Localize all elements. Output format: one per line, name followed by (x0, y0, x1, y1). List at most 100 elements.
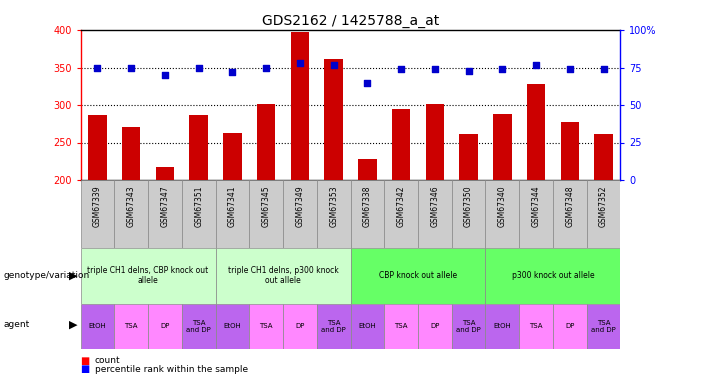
Text: GSM67345: GSM67345 (261, 185, 271, 227)
Text: ■: ■ (81, 364, 90, 374)
Text: GSM67340: GSM67340 (498, 185, 507, 227)
Text: TSA: TSA (395, 323, 408, 329)
Bar (561, 122, 579, 180)
Text: TSA
and DP: TSA and DP (186, 320, 211, 333)
Bar (81, 180, 114, 248)
Text: GSM67351: GSM67351 (194, 185, 203, 227)
Bar (350, 180, 384, 248)
Text: GSM67349: GSM67349 (295, 185, 304, 227)
Text: GSM67343: GSM67343 (127, 185, 136, 227)
Bar (291, 32, 309, 180)
Text: TSA
and DP: TSA and DP (456, 320, 481, 333)
Bar (216, 248, 350, 304)
Bar (325, 59, 343, 180)
Bar (182, 304, 216, 349)
Bar (384, 180, 418, 248)
Text: p300 knock out allele: p300 knock out allele (512, 271, 594, 280)
Bar (114, 304, 148, 349)
Bar (384, 304, 418, 349)
Point (193, 64, 204, 70)
Text: EtOH: EtOH (224, 323, 241, 329)
Title: GDS2162 / 1425788_a_at: GDS2162 / 1425788_a_at (262, 13, 439, 28)
Text: ▶: ▶ (69, 320, 77, 329)
Text: GSM67341: GSM67341 (228, 185, 237, 227)
Bar (485, 180, 519, 248)
Bar (81, 304, 114, 349)
Bar (553, 304, 587, 349)
Bar (283, 304, 317, 349)
Point (598, 66, 609, 72)
Text: GSM67344: GSM67344 (531, 185, 540, 227)
Bar (426, 104, 444, 180)
Text: GSM67346: GSM67346 (430, 185, 440, 227)
Bar (587, 304, 620, 349)
Text: TSA: TSA (125, 323, 138, 329)
Bar (223, 133, 242, 180)
Point (395, 66, 407, 72)
Bar (148, 304, 182, 349)
Bar (156, 166, 175, 180)
Text: GSM67342: GSM67342 (397, 185, 406, 227)
Text: GSM67350: GSM67350 (464, 185, 473, 227)
Text: ▶: ▶ (69, 271, 77, 280)
Bar (485, 304, 519, 349)
Bar (418, 180, 451, 248)
Bar (451, 180, 485, 248)
Text: GSM67352: GSM67352 (599, 185, 608, 227)
Bar (122, 127, 140, 180)
Bar (594, 134, 613, 180)
Text: DP: DP (430, 323, 440, 329)
Text: EtOH: EtOH (358, 323, 376, 329)
Bar (81, 248, 216, 304)
Text: GSM67353: GSM67353 (329, 185, 338, 227)
Bar (553, 180, 587, 248)
Text: triple CH1 delns, CBP knock out
allele: triple CH1 delns, CBP knock out allele (88, 266, 209, 285)
Text: genotype/variation: genotype/variation (4, 271, 90, 280)
Bar (526, 84, 545, 180)
Text: count: count (95, 356, 121, 365)
Bar (114, 180, 148, 248)
Point (294, 60, 306, 66)
Text: CBP knock out allele: CBP knock out allele (379, 271, 457, 280)
Point (227, 69, 238, 75)
Bar (250, 180, 283, 248)
Text: GSM67347: GSM67347 (161, 185, 170, 227)
Text: GSM67339: GSM67339 (93, 185, 102, 227)
Bar (519, 180, 553, 248)
Bar (88, 115, 107, 180)
Point (261, 64, 272, 70)
Point (463, 68, 474, 74)
Bar (216, 180, 250, 248)
Bar (485, 248, 620, 304)
Bar (283, 180, 317, 248)
Bar (493, 114, 512, 180)
Bar (189, 115, 208, 180)
Text: ■: ■ (81, 356, 90, 366)
Text: GSM67348: GSM67348 (565, 185, 574, 227)
Point (92, 64, 103, 70)
Bar (451, 304, 485, 349)
Bar (587, 180, 620, 248)
Point (362, 80, 373, 86)
Point (564, 66, 576, 72)
Bar (148, 180, 182, 248)
Bar (350, 304, 384, 349)
Point (125, 64, 137, 70)
Text: GSM67338: GSM67338 (363, 185, 372, 227)
Bar (350, 248, 485, 304)
Point (159, 72, 170, 78)
Bar (418, 304, 451, 349)
Bar (459, 134, 478, 180)
Text: EtOH: EtOH (88, 323, 107, 329)
Bar (216, 304, 250, 349)
Bar (317, 304, 350, 349)
Point (429, 66, 440, 72)
Text: agent: agent (4, 320, 29, 329)
Text: DP: DP (565, 323, 574, 329)
Point (497, 66, 508, 72)
Bar (317, 180, 350, 248)
Bar (519, 304, 553, 349)
Text: TSA: TSA (259, 323, 273, 329)
Bar (257, 104, 275, 180)
Text: DP: DP (295, 323, 304, 329)
